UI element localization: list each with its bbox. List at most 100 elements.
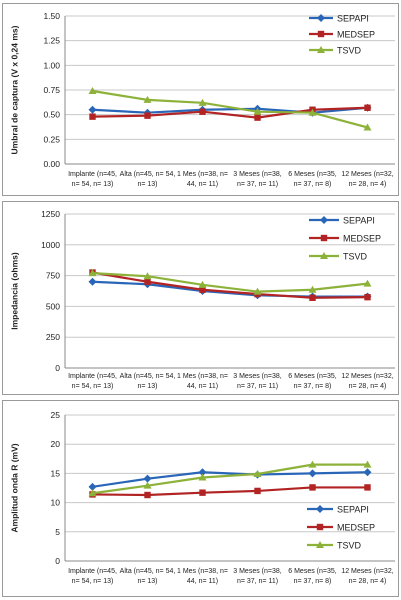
x-tick-label: 12 Meses (n=32, [341,171,393,178]
data-point-medsep [309,484,316,491]
data-point-medsep [364,484,371,491]
data-point-tsvd [308,285,317,293]
data-point-sepapi [143,474,152,483]
data-point-medsep [364,104,371,111]
y-tick-label: 0.00 [43,159,60,169]
legend-marker-sepapi [317,14,325,22]
x-tick-label: n= 37, n= 11) [237,578,278,585]
chart-umbral-svg: 0.00 0.25 0.50 0.75 1.00 1.25 1.50 Umbral de ca… [9,11,395,188]
data-point-sepapi [308,469,317,478]
data-point-tsvd [363,123,372,131]
x-tick-label: Implante (n=45, [68,373,117,380]
legend-marker-sepapi [316,505,324,513]
data-point-medsep [364,293,371,301]
x-tick-label: n= 54, n= 13) [72,181,114,188]
data-point-sepapi [88,277,97,286]
legend-label-sepapi: SEPAPI [337,14,369,24]
data-point-medsep [144,278,151,285]
series-line-sepapi [92,471,368,488]
y-tick-label: 0 [55,363,60,373]
x-tick-label: 6 Meses (n=35, [288,568,336,575]
x-tick-label: 3 Meses (n=38, [233,373,281,380]
y-tick-label: 20 [51,439,61,449]
data-point-medsep [309,294,316,301]
x-tick-label: 44, n= 11) [187,578,218,585]
series-line-tsvd [92,463,368,495]
x-tick-label: Alta (n=45, n= 54, [120,568,176,575]
x-tick-label: n= 28, n= 4) [349,383,387,390]
x-tick-label: n= 28, n= 4) [349,181,387,188]
x-tick-label: 1 Mes (n=38, n= [177,171,228,178]
legend-marker-tsvd [320,252,328,259]
series-line-medsep [92,106,368,119]
legend-marker-tsvd [316,541,324,548]
x-tick-label: n= 13) [137,578,157,585]
x-tick-label: 3 Meses (n=38, [233,171,281,178]
y-tick-label: 25 [51,410,61,420]
legend-marker-medsep [317,30,325,38]
chart-panel-umbral: 0.00 0.25 0.50 0.75 1.00 1.25 1.50 Umbral de ca… [2,3,399,196]
data-point-tsvd [308,460,317,468]
data-point-tsvd [363,460,372,468]
y-axis-label: Impedancia (ohms) [9,252,19,330]
x-tick-label: n= 13) [137,383,157,390]
x-tick-label: n= 37, n= 11) [237,383,278,390]
data-point-tsvd [88,86,97,94]
y-tick-label: 10 [51,498,61,508]
y-axis-label: Umbral de captura (V x 0,24 ms) [9,25,19,154]
data-point-medsep [199,489,206,496]
data-point-tsvd [253,107,262,115]
data-point-sepapi [88,482,97,491]
x-tick-label: n= 28, n= 4) [349,578,387,585]
data-point-tsvd [363,279,372,287]
data-point-medsep [199,286,206,293]
legend-label-sepapi: SEPAPI [337,505,369,515]
y-tick-label: 500 [46,301,60,311]
data-point-tsvd [198,280,207,288]
chart-amplitud-svg: 0 5 10 15 20 25 Amplitud onda R (mV) Implante (… [9,410,395,585]
chart-panel-impedancia: 0 250 500 750 1000 1250 Impedancia (ohms) Impla… [2,201,399,395]
y-tick-label: 5 [55,527,60,537]
x-tick-label: Alta (n=45, n= 54, [120,373,176,380]
series-line-medsep [92,486,368,497]
legend-label-tsvd: TSVD [343,252,368,262]
series-line-sepapi [92,106,368,114]
data-point-medsep [254,487,261,495]
legend-label-tsvd: TSVD [337,46,362,56]
legend-marker-tsvd [317,46,325,53]
x-tick-label: 12 Meses (n=32, [341,373,393,380]
x-tick-label: Implante (n=45, [68,171,117,178]
legend-label-medsep: MEDSEP [337,523,375,533]
chart-panel-amplitud: 0 5 10 15 20 25 Amplitud onda R (mV) Implante (… [2,400,399,597]
x-tick-label: n= 54, n= 13) [72,383,114,390]
data-point-tsvd [198,473,207,481]
data-point-medsep [89,113,96,120]
x-tick-label: 44, n= 11) [187,383,218,390]
data-point-tsvd [88,269,97,277]
data-point-tsvd [198,98,207,106]
series-line-tsvd [92,89,368,129]
x-tick-label: 1 Mes (n=38, n= [177,568,228,575]
y-tick-label: 1250 [41,209,60,219]
legend-label-medsep: MEDSEP [337,30,375,40]
data-point-tsvd [253,287,262,295]
x-tick-label: n= 37, n= 8) [294,578,332,585]
y-tick-label: 1.50 [43,11,60,21]
data-point-tsvd [143,95,152,103]
y-tick-label: 0.25 [43,134,60,144]
y-tick-label: 1000 [41,240,60,250]
data-point-medsep [144,491,151,499]
x-tick-label: n= 13) [137,181,157,188]
data-point-sepapi [198,468,207,477]
x-tick-label: Implante (n=45, [68,568,117,575]
data-point-tsvd [143,481,152,489]
x-tick-label: n= 37, n= 8) [294,383,332,390]
data-point-medsep [254,114,261,121]
series-line-medsep [92,271,368,299]
y-tick-label: 250 [46,332,60,342]
y-tick-label: 1.00 [43,60,60,70]
x-tick-label: n= 37, n= 8) [294,181,332,188]
x-tick-label: n= 37, n= 11) [237,181,278,188]
x-tick-label: 1 Mes (n=38, n= [177,373,228,380]
